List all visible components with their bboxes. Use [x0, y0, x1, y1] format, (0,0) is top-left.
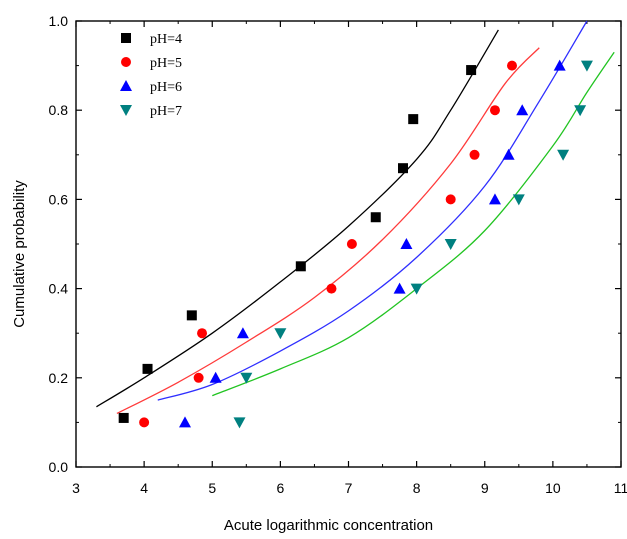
- data-point-pH=4: [398, 163, 408, 174]
- data-point-pH=7: [410, 283, 423, 295]
- data-point-pH=5: [139, 417, 150, 428]
- legend-marker-pH=7: [120, 105, 132, 116]
- fit-curve-pH=7: [212, 51, 615, 397]
- x-tick-label: 10: [545, 480, 561, 496]
- data-point-pH=6: [179, 416, 191, 428]
- data-point-pH=4: [186, 310, 197, 321]
- data-point-pH=5: [507, 60, 517, 71]
- data-point-pH=6: [400, 238, 413, 249]
- y-tick-label: 0.6: [49, 191, 69, 207]
- data-point-pH=4: [295, 261, 306, 272]
- legend-label-pH=7: pH=7: [150, 104, 182, 119]
- data-point-pH=6: [488, 193, 501, 205]
- data-point-pH=6: [236, 327, 249, 339]
- data-point-pH=6: [516, 104, 529, 116]
- data-point-pH=6: [502, 148, 515, 160]
- fit-curve-pH=6: [157, 20, 588, 401]
- data-point-pH=4: [408, 114, 419, 125]
- x-tick-label: 6: [276, 480, 284, 496]
- data-point-pH=4: [370, 212, 381, 223]
- data-point-pH=6: [209, 371, 222, 383]
- data-point-pH=5: [193, 372, 204, 383]
- fit-curve-pH=5: [116, 47, 540, 415]
- data-point-pH=4: [466, 65, 477, 76]
- x-tick-label: 8: [413, 480, 421, 496]
- data-point-pH=7: [444, 239, 457, 250]
- x-axis-label: Acute logarithmic concentration: [224, 517, 433, 534]
- y-tick-label: 0.2: [49, 370, 69, 386]
- fit-curves: [96, 20, 615, 415]
- x-tick-label: 3: [72, 480, 80, 496]
- data-point-pH=5: [326, 283, 337, 294]
- x-tick-label: 5: [208, 480, 216, 496]
- data-point-pH=7: [557, 149, 570, 161]
- x-tick-label: 7: [345, 480, 353, 496]
- data-point-pH=5: [197, 328, 208, 339]
- data-point-pH=7: [574, 105, 587, 117]
- y-axis-label: Cumulative probability: [11, 180, 28, 328]
- legend-marker-pH=4: [121, 33, 131, 43]
- legend-marker-pH=5: [121, 57, 131, 67]
- legend-label-pH=4: pH=4: [150, 32, 182, 47]
- data-point-pH=7: [274, 328, 287, 340]
- data-point-pH=7: [240, 372, 253, 384]
- y-tick-label: 0.0: [49, 459, 69, 475]
- y-tick-label: 1.0: [49, 13, 69, 29]
- data-point-pH=7: [580, 60, 593, 72]
- data-point-pH=7: [233, 417, 246, 429]
- data-point-pH=4: [142, 363, 153, 374]
- legend-label-pH=5: pH=5: [150, 56, 182, 71]
- data-point-pH=6: [553, 59, 566, 71]
- y-tick-label: 0.4: [49, 281, 69, 297]
- data-point-pH=4: [118, 412, 129, 423]
- data-point-pH=5: [489, 105, 500, 116]
- data-point-pH=5: [346, 239, 357, 249]
- legend-label-pH=6: pH=6: [150, 80, 182, 95]
- fit-curve-pH=4: [96, 29, 499, 408]
- axes: 3 4 5 6 7 8 9 10 11 0.0 0.2 0.4 0.6 0.8 1.0: [49, 13, 627, 496]
- data-point-pH=5: [445, 194, 456, 205]
- data-point-pH=5: [469, 149, 480, 160]
- data-point-pH=6: [393, 282, 406, 294]
- legend: pH=4 pH=5 pH=6 pH=7: [120, 32, 182, 119]
- y-tick-label: 0.8: [49, 102, 69, 118]
- data-points: [118, 59, 593, 429]
- data-point-pH=7: [512, 194, 525, 206]
- x-tick-label: 11: [614, 480, 627, 496]
- x-tick-label: 4: [140, 480, 148, 496]
- legend-marker-pH=6: [120, 80, 132, 91]
- x-tick-label: 9: [481, 480, 489, 496]
